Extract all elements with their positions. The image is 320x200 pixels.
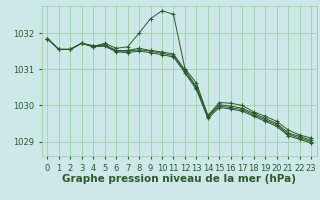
X-axis label: Graphe pression niveau de la mer (hPa): Graphe pression niveau de la mer (hPa) xyxy=(62,174,296,184)
